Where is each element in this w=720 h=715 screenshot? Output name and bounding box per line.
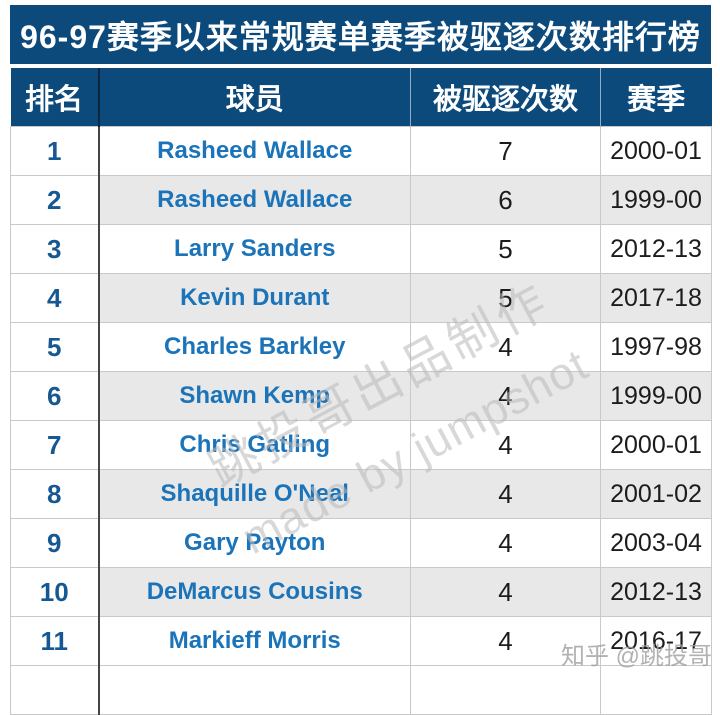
table-row: 4 Kevin Durant 5 2017-18 — [10, 273, 712, 323]
table-row: 2 Rasheed Wallace 6 1999-00 — [10, 175, 712, 225]
rank-cell: 3 — [10, 224, 100, 274]
season-cell: 2016-17 — [600, 616, 712, 666]
ejections-cell: 5 — [410, 273, 601, 323]
ejections-cell: 4 — [410, 371, 601, 421]
player-cell: Charles Barkley — [98, 322, 411, 372]
player-cell: Gary Payton — [98, 518, 411, 568]
ejections-cell: 7 — [410, 126, 601, 176]
ejections-cell: 4 — [410, 567, 601, 617]
season-cell: 1999-00 — [600, 371, 712, 421]
season-cell: 2003-04 — [600, 518, 712, 568]
player-cell: Chris Gatling — [98, 420, 411, 470]
page-title: 96-97赛季以来常规赛单赛季被驱逐次数排行榜 — [10, 5, 711, 64]
rank-cell: 8 — [10, 469, 100, 519]
header-ejections: 被驱逐次数 — [410, 68, 601, 127]
ejections-ranking-table: 排名 球员 被驱逐次数 赛季 1 Rasheed Wallace 7 2000-… — [10, 68, 712, 715]
header-rank: 排名 — [10, 68, 100, 127]
player-cell: Larry Sanders — [98, 224, 411, 274]
ejections-cell: 4 — [410, 518, 601, 568]
table-row-partial — [10, 665, 712, 715]
ejections-cell: 4 — [410, 420, 601, 470]
ejections-cell: 6 — [410, 175, 601, 225]
table-header-row: 排名 球员 被驱逐次数 赛季 — [10, 68, 712, 127]
season-cell: 2017-18 — [600, 273, 712, 323]
table-row: 5 Charles Barkley 4 1997-98 — [10, 322, 712, 372]
player-cell: DeMarcus Cousins — [98, 567, 411, 617]
table-row: 11 Markieff Morris 4 2016-17 — [10, 616, 712, 666]
season-cell: 2000-01 — [600, 420, 712, 470]
rank-cell: 4 — [10, 273, 100, 323]
rank-cell: 7 — [10, 420, 100, 470]
table-row: 7 Chris Gatling 4 2000-01 — [10, 420, 712, 470]
season-cell: 1997-98 — [600, 322, 712, 372]
rank-cell: 5 — [10, 322, 100, 372]
player-cell: Rasheed Wallace — [98, 175, 411, 225]
table-row: 9 Gary Payton 4 2003-04 — [10, 518, 712, 568]
ejections-cell: 5 — [410, 224, 601, 274]
table-row: 1 Rasheed Wallace 7 2000-01 — [10, 126, 712, 176]
season-cell: 1999-00 — [600, 175, 712, 225]
rank-cell: 11 — [10, 616, 100, 666]
player-cell: Rasheed Wallace — [98, 126, 411, 176]
player-cell: Kevin Durant — [98, 273, 411, 323]
season-cell: 2012-13 — [600, 224, 712, 274]
ejections-cell: 4 — [410, 322, 601, 372]
ejections-cell: 4 — [410, 469, 601, 519]
season-cell: 2000-01 — [600, 126, 712, 176]
header-player: 球员 — [98, 68, 411, 127]
table-row: 6 Shawn Kemp 4 1999-00 — [10, 371, 712, 421]
player-cell: Shaquille O'Neal — [98, 469, 411, 519]
table-row: 8 Shaquille O'Neal 4 2001-02 — [10, 469, 712, 519]
rank-cell: 1 — [10, 126, 100, 176]
player-cell: Shawn Kemp — [98, 371, 411, 421]
header-season: 赛季 — [600, 68, 712, 127]
rank-cell: 10 — [10, 567, 100, 617]
season-cell: 2001-02 — [600, 469, 712, 519]
ejections-cell: 4 — [410, 616, 601, 666]
player-cell: Markieff Morris — [98, 616, 411, 666]
rank-cell: 2 — [10, 175, 100, 225]
rank-cell: 9 — [10, 518, 100, 568]
table-row: 10 DeMarcus Cousins 4 2012-13 — [10, 567, 712, 617]
rank-cell: 6 — [10, 371, 100, 421]
season-cell: 2012-13 — [600, 567, 712, 617]
table-row: 3 Larry Sanders 5 2012-13 — [10, 224, 712, 274]
